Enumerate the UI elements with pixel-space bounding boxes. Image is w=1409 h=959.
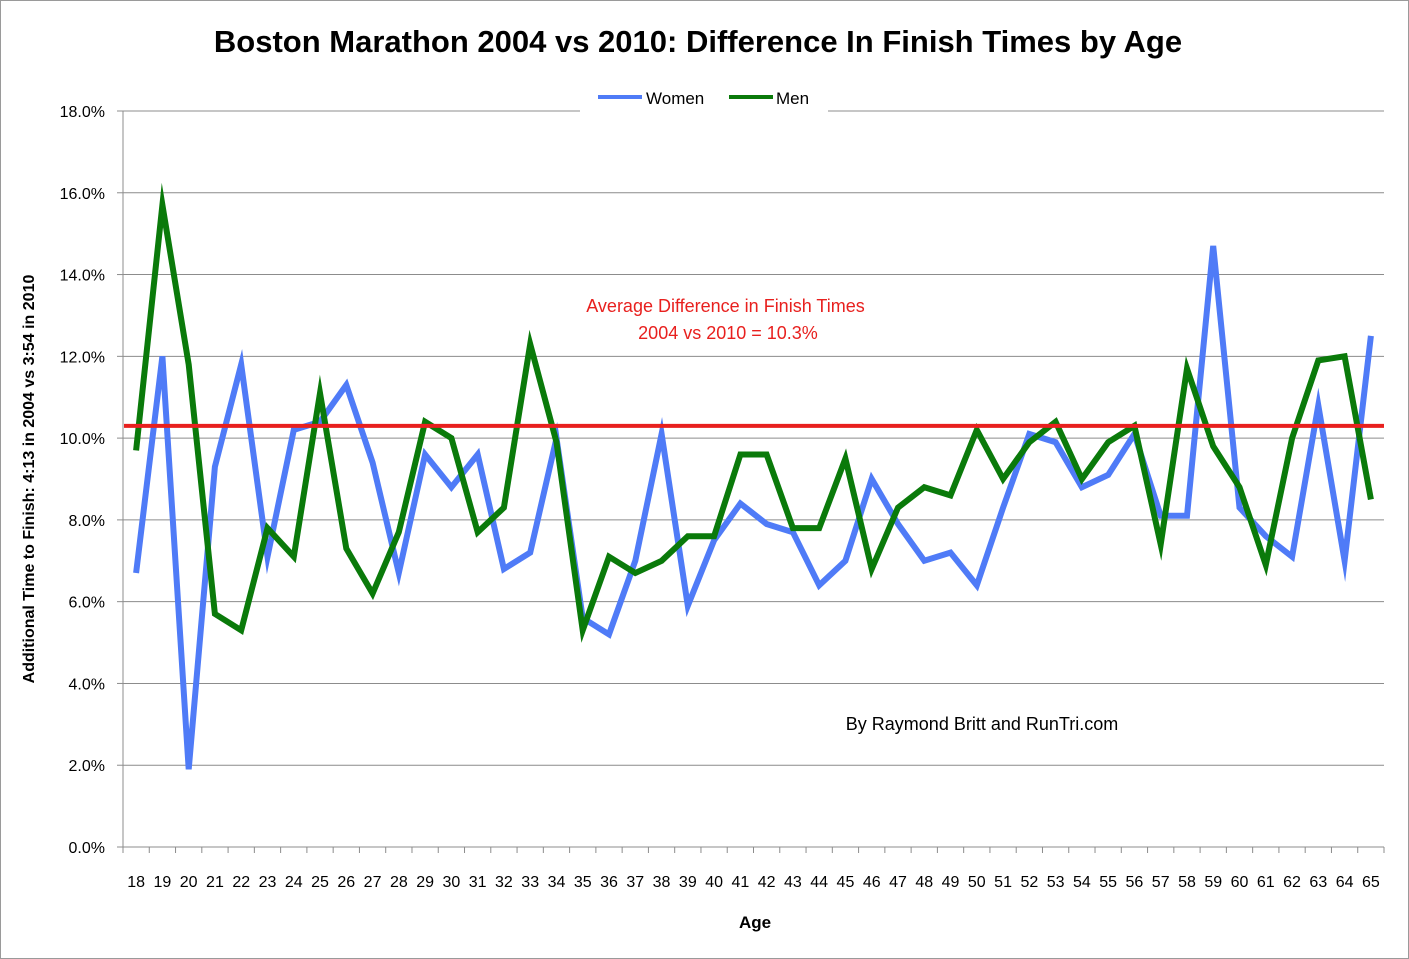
x-tick-label: 52: [1020, 874, 1038, 891]
y-tick-label: 4.0%: [69, 676, 105, 693]
x-tick-label: 40: [705, 874, 723, 891]
x-tick-label: 45: [837, 874, 855, 891]
y-tick-label: 2.0%: [69, 758, 105, 775]
x-axis-ticks: 18 19 20 21 22 23 24 25 26 27 28 29 30 31 32 33 34 35 36 37…: [122, 847, 1385, 891]
x-tick-label: 46: [863, 874, 881, 891]
y-tick-label: 8.0%: [69, 513, 105, 530]
x-tick-label: 26: [337, 874, 355, 891]
x-tick-label: 55: [1099, 874, 1117, 891]
x-tick-label: 54: [1073, 874, 1091, 891]
x-axis-label: Age: [739, 913, 771, 932]
x-tick-label: 22: [232, 874, 250, 891]
x-tick-label: 64: [1336, 874, 1354, 891]
x-tick-label: 24: [285, 874, 303, 891]
x-tick-label: 20: [180, 874, 198, 891]
x-tick-label: 63: [1309, 874, 1327, 891]
y-axis-ticks: 0.0% 2.0% 4.0% 6.0% 8.0% 10.0% 12.0% 14.0% 16.0%…: [60, 104, 123, 857]
x-tick-label: 36: [600, 874, 618, 891]
y-tick-label: 6.0%: [69, 595, 105, 612]
x-tick-label: 48: [915, 874, 933, 891]
x-tick-label: 35: [574, 874, 592, 891]
x-tick-label: 27: [364, 874, 382, 891]
y-tick-label: 16.0%: [60, 186, 105, 203]
x-tick-label: 37: [626, 874, 644, 891]
legend-label-men: Men: [776, 89, 809, 108]
x-tick-label: 18: [127, 874, 145, 891]
annotation-line-2: 2004 vs 2010 = 10.3%: [638, 323, 818, 343]
x-tick-label: 42: [758, 874, 776, 891]
x-tick-label: 44: [810, 874, 828, 891]
x-tick-label: 57: [1152, 874, 1170, 891]
y-tick-label: 14.0%: [60, 268, 105, 285]
x-tick-label: 39: [679, 874, 697, 891]
annotation-line-1: Average Difference in Finish Times: [586, 296, 864, 316]
x-tick-label: 33: [521, 874, 539, 891]
x-tick-label: 61: [1257, 874, 1275, 891]
x-tick-label: 49: [942, 874, 960, 891]
legend: Women Men: [580, 84, 828, 114]
x-tick-label: 59: [1204, 874, 1222, 891]
x-tick-label: 31: [469, 874, 487, 891]
annotation-average: Average Difference in Finish Times 2004 …: [586, 296, 869, 343]
x-tick-label: 53: [1047, 874, 1065, 891]
y-axis-label: Additional Time to Finish: 4:13 in 2004 …: [21, 275, 38, 684]
y-tick-label: 12.0%: [60, 349, 105, 366]
x-tick-label: 58: [1178, 874, 1196, 891]
x-tick-label: 41: [731, 874, 749, 891]
x-tick-label: 23: [259, 874, 277, 891]
x-tick-label: 21: [206, 874, 224, 891]
y-tick-label: 18.0%: [60, 104, 105, 121]
x-tick-label: 51: [994, 874, 1012, 891]
y-tick-label: 10.0%: [60, 431, 105, 448]
x-tick-label: 62: [1283, 874, 1301, 891]
x-tick-label: 65: [1362, 874, 1380, 891]
x-tick-label: 47: [889, 874, 907, 891]
legend-label-women: Women: [646, 89, 704, 108]
x-tick-label: 28: [390, 874, 408, 891]
x-tick-label: 38: [653, 874, 671, 891]
x-tick-label: 19: [154, 874, 172, 891]
x-tick-label: 43: [784, 874, 802, 891]
x-tick-label: 32: [495, 874, 513, 891]
x-tick-label: 60: [1231, 874, 1249, 891]
credit-text: By Raymond Britt and RunTri.com: [846, 714, 1118, 734]
series-line-men: [133, 182, 1374, 643]
x-tick-label: 30: [442, 874, 460, 891]
x-tick-label: 56: [1126, 874, 1144, 891]
series-layer: [133, 182, 1374, 770]
x-tick-label: 29: [416, 874, 434, 891]
x-tick-label: 25: [311, 874, 329, 891]
chart-title: Boston Marathon 2004 vs 2010: Difference…: [214, 24, 1182, 59]
x-tick-label: 34: [548, 874, 566, 891]
y-tick-label: 0.0%: [69, 840, 105, 857]
x-tick-label: 50: [968, 874, 986, 891]
